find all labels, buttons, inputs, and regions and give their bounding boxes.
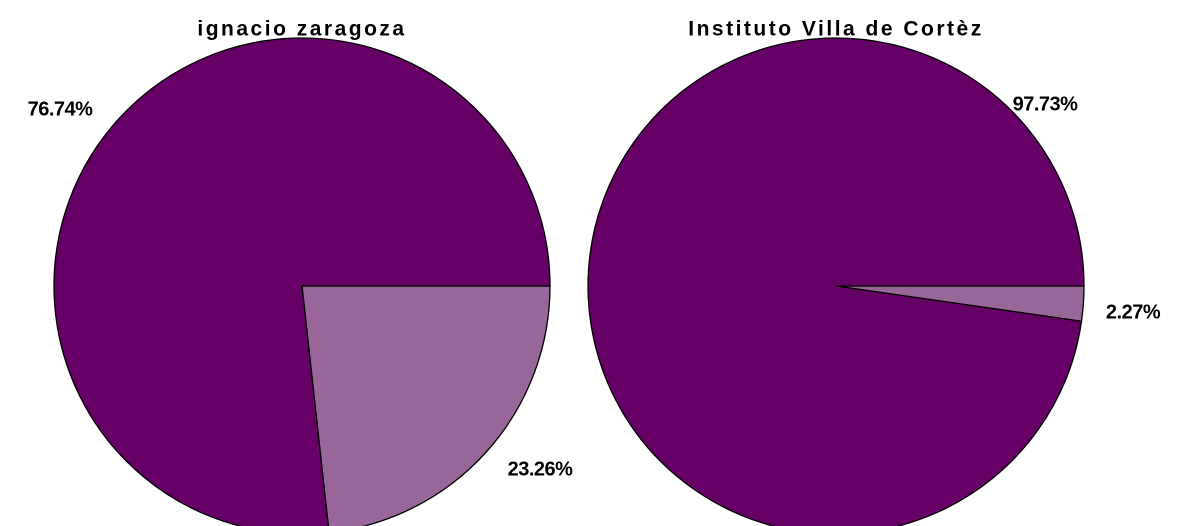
pie-slice bbox=[587, 37, 1085, 526]
data-label: 23.26% bbox=[508, 458, 574, 480]
pie-slice bbox=[53, 37, 551, 526]
data-label: 2.27% bbox=[1106, 301, 1161, 323]
chart-title: ignacio zaragoza bbox=[197, 18, 406, 41]
chart-title: Instituto Villa de Cortèz bbox=[688, 18, 983, 41]
pie-slice bbox=[301, 285, 551, 526]
data-label: 76.74% bbox=[28, 98, 94, 120]
data-label: 97.73% bbox=[1013, 93, 1079, 115]
